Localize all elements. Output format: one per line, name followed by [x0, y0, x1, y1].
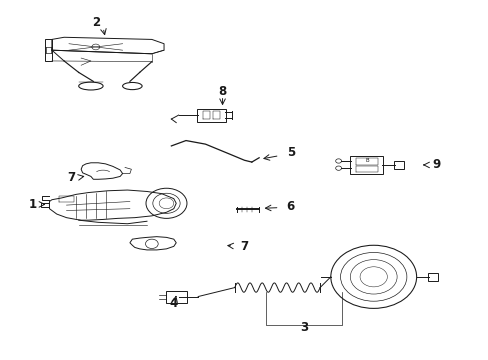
Text: 9: 9: [431, 158, 439, 171]
Text: 5: 5: [286, 145, 294, 158]
Text: 8: 8: [218, 85, 226, 98]
Text: 6: 6: [286, 201, 294, 213]
Text: 3: 3: [300, 320, 308, 333]
Text: 7: 7: [67, 171, 75, 184]
Text: B: B: [365, 158, 368, 163]
Text: 4: 4: [169, 297, 178, 310]
Text: 1: 1: [28, 198, 37, 211]
Text: 2: 2: [92, 17, 100, 30]
Text: 7: 7: [240, 240, 248, 253]
